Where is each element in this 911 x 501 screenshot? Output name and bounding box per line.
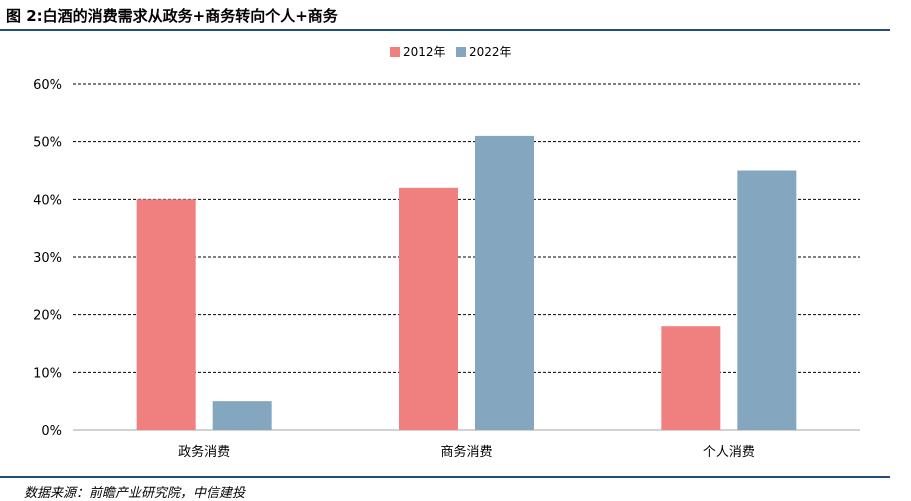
bar (212, 401, 272, 430)
y-tick-label: 0% (41, 424, 62, 439)
y-tick-label: 50% (33, 136, 62, 151)
header-rule (0, 29, 890, 31)
y-tick-label: 40% (33, 193, 62, 208)
y-tick-label: 60% (33, 78, 62, 93)
y-tick-label: 30% (33, 251, 62, 266)
legend-label: 2012年 (403, 45, 446, 59)
bar (737, 170, 797, 430)
bar (661, 326, 721, 430)
chart-title: 图 2:白酒的消费需求从政务+商务转向个人+商务 (6, 7, 338, 25)
chart-header: 图 2:白酒的消费需求从政务+商务转向个人+商务 (0, 0, 911, 31)
legend-label: 2022年 (469, 45, 512, 59)
x-tick-label: 商务消费 (440, 444, 492, 460)
y-tick-label: 20% (33, 309, 62, 324)
legend-swatch (390, 47, 400, 57)
footer-rule (0, 476, 890, 478)
bar (136, 199, 196, 430)
y-tick-label: 10% (33, 366, 62, 381)
source-note: 数据来源：前瞻产业研究院，中信建投 (24, 486, 246, 501)
legend-swatch (456, 47, 466, 57)
bar (475, 135, 534, 430)
bar (399, 187, 458, 430)
bar-chart: 0% 10% 20% 30% 40% 50% 60% 政务消费 商务消费 个人消费 2012年 202… (33, 45, 860, 460)
x-tick-label: 政务消费 (178, 444, 230, 460)
x-tick-label: 个人消费 (703, 445, 755, 460)
